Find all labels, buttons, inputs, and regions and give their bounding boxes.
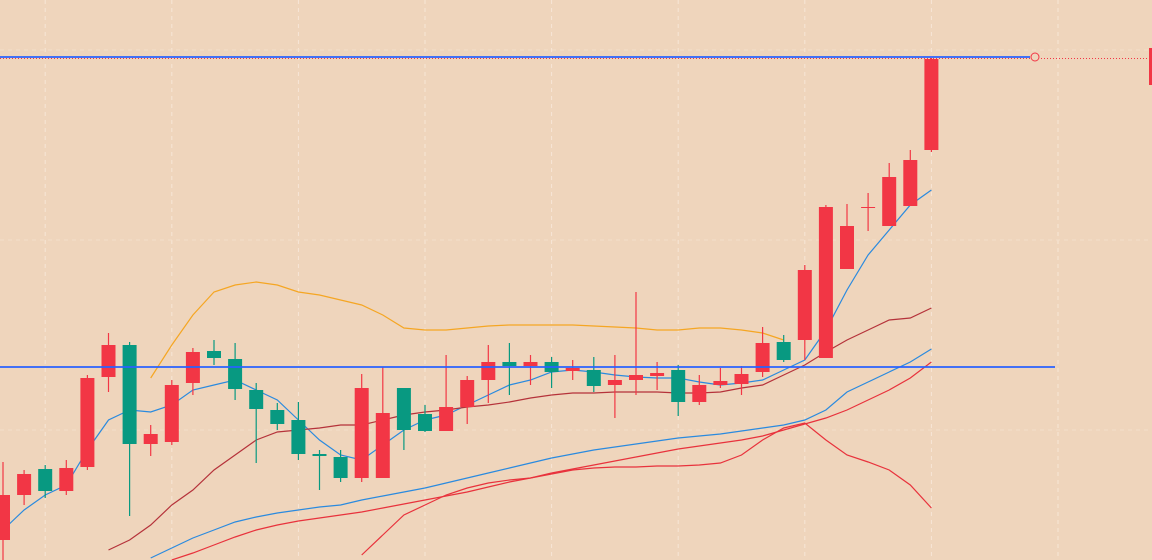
candle-body [903, 160, 918, 206]
candle-body [671, 370, 686, 402]
candle-body [481, 362, 496, 380]
candle-body [650, 373, 665, 376]
candle-body [692, 385, 707, 402]
candles [0, 58, 939, 560]
candle-body [523, 362, 538, 366]
candle-body [776, 342, 791, 360]
candle-body [629, 375, 643, 380]
candle-body [565, 368, 580, 371]
candle-body [439, 407, 454, 431]
price-marker [1149, 48, 1152, 85]
indicator-line [361, 422, 932, 556]
indicator-line [108, 307, 932, 551]
candle-body [861, 207, 876, 208]
candle-body [291, 420, 306, 454]
candle-body [249, 390, 264, 409]
candle-body [924, 59, 939, 150]
candle-body [228, 359, 243, 389]
candle-body [460, 380, 475, 407]
candle-body [755, 343, 770, 372]
candle-body [882, 177, 897, 226]
candle-body [713, 381, 728, 385]
candle-body [502, 362, 517, 366]
candle-body [818, 207, 833, 358]
candle-body [0, 495, 10, 540]
candle-body [38, 469, 53, 491]
candle-body [396, 388, 411, 430]
candle-body [333, 457, 348, 478]
candle-body [80, 378, 95, 467]
indicator-line [150, 281, 784, 379]
indicator-line [150, 348, 932, 559]
candle-body [270, 410, 285, 424]
candle-body [17, 474, 32, 495]
candle-body [354, 388, 369, 478]
candle-body [122, 345, 137, 444]
candle-body [207, 351, 221, 358]
indicator-line [171, 361, 932, 560]
candle-body [143, 434, 158, 444]
candle-body [101, 345, 116, 377]
candle-body [418, 414, 432, 431]
candle-body [59, 468, 74, 491]
candle-body [797, 270, 812, 340]
candle-body [607, 380, 622, 385]
candle-body [734, 374, 749, 384]
level-handle [1030, 52, 1040, 62]
indicator-lines [2, 189, 932, 560]
candle-body [375, 413, 390, 478]
candle-body [312, 454, 327, 456]
price-levels [0, 52, 1150, 368]
candle-body [164, 385, 179, 442]
candle-body [840, 226, 854, 269]
candle-body [586, 370, 601, 386]
